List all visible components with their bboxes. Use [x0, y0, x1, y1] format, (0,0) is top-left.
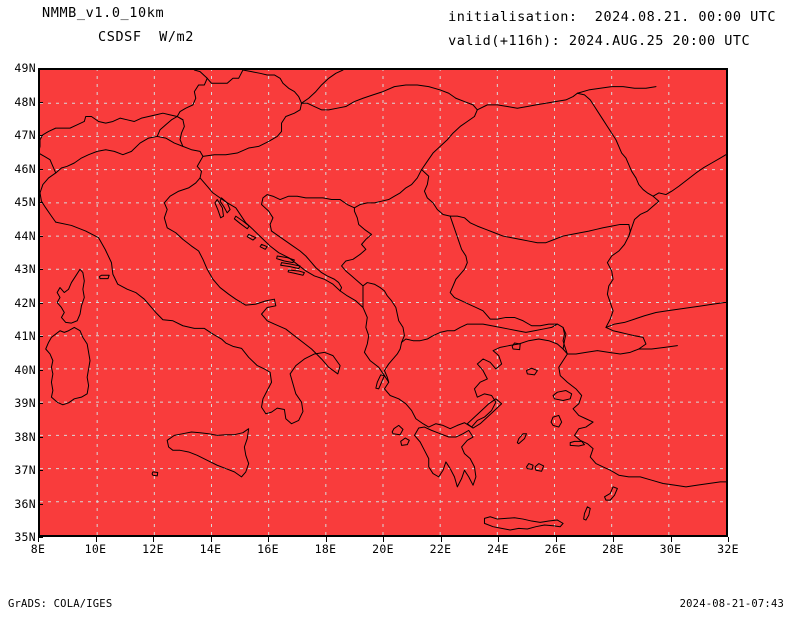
x-axis-tick-mark: [613, 537, 614, 542]
x-axis-tick-mark: [268, 537, 269, 542]
y-axis-tick-label: 38N: [14, 429, 36, 444]
header-left: NMMB_v1.0_10km CSDSF W/m2: [0, 0, 400, 58]
y-axis-tick-label: 41N: [14, 329, 36, 343]
attribution-label: GrADS: COLA/IGES: [8, 598, 113, 610]
y-axis: 35N 36N 37N 38N 39N 40N 41N 42N 43N 44N 45N 46N 47N 4…: [0, 61, 36, 544]
x-axis-tick-mark: [728, 537, 729, 542]
x-axis-tick-label: 8E: [30, 542, 46, 556]
y-axis-tick-label: 48N: [14, 94, 36, 109]
y-axis-tick-label: 43N: [14, 262, 36, 276]
y-axis-tick-mark: [38, 168, 43, 170]
y-axis-tick-label: 35N: [14, 530, 36, 544]
y-axis-tick-mark: [38, 436, 43, 438]
x-axis-tick-label: 30E: [659, 542, 682, 556]
y-axis-tick-mark: [38, 68, 43, 69]
x-axis-tick-mark: [38, 537, 39, 542]
gridlines-latitude: [40, 103, 726, 502]
y-axis-tick-mark: [38, 403, 43, 404]
y-axis-tick-mark: [38, 269, 43, 270]
valid-time: valid(+116h): 2024.AUG.25 20:00 UTC: [448, 33, 751, 49]
map-canvas: [40, 70, 726, 535]
initialisation-time: initialisation: 2024.08.21. 00:00 UTC: [448, 9, 776, 25]
generated-timestamp: 2024-08-21-07:43: [679, 598, 784, 610]
x-axis-tick-label: 14E: [199, 542, 222, 556]
x-axis-tick-label: 22E: [429, 542, 452, 556]
x-axis-tick-label: 18E: [314, 542, 337, 556]
x-axis-tick-mark: [153, 537, 154, 542]
x-axis: 8E 10E 12E 14E 16E 18E 20E 22E 24E 26E 28E 30E 32E: [31, 539, 739, 561]
coastlines: [46, 155, 726, 530]
x-axis-tick-mark: [325, 537, 327, 542]
x-axis-tick-mark: [95, 537, 97, 542]
y-axis-tick-mark: [38, 302, 43, 304]
y-axis-tick-mark: [38, 101, 43, 103]
x-axis-tick-mark: [498, 537, 499, 542]
y-axis-tick-label: 49N: [14, 61, 36, 75]
x-axis-tick-label: 28E: [602, 542, 624, 556]
x-axis-tick-label: 20E: [372, 542, 394, 556]
header-right: initialisation: 2024.08.21. 00:00 UTC va…: [448, 5, 776, 53]
y-axis-tick-label: 47N: [14, 128, 36, 142]
model-title: NMMB_v1.0_10km: [42, 5, 165, 21]
y-axis-tick-label: 37N: [14, 463, 36, 477]
map-plot-area: [38, 68, 728, 537]
y-axis-tick-mark: [38, 135, 43, 136]
y-axis-tick-label: 42N: [14, 295, 36, 310]
x-axis-tick-label: 16E: [257, 542, 279, 556]
y-axis-tick-mark: [38, 235, 43, 237]
y-axis-tick-label: 45N: [14, 195, 36, 209]
y-axis-tick-mark: [38, 202, 43, 203]
x-axis-tick-mark: [555, 537, 557, 542]
y-axis-tick-mark: [38, 470, 43, 471]
y-axis-tick-label: 40N: [14, 362, 36, 377]
y-axis-tick-mark: [38, 503, 43, 505]
x-axis-tick-mark: [670, 537, 672, 542]
x-axis-tick-mark: [440, 537, 442, 542]
country-borders: [40, 70, 677, 382]
y-axis-tick-mark: [38, 336, 43, 337]
x-axis-tick-label: 10E: [84, 542, 107, 556]
x-axis-tick-label: 26E: [544, 542, 567, 556]
x-axis-tick-label: 24E: [487, 542, 509, 556]
x-axis-tick-label: 32E: [717, 542, 739, 556]
x-axis-tick-label: 12E: [142, 542, 164, 556]
variable-title: CSDSF W/m2: [98, 29, 195, 45]
y-axis-tick-label: 46N: [14, 161, 36, 176]
y-axis-tick-mark: [38, 369, 43, 371]
y-axis-tick-label: 44N: [14, 228, 36, 243]
y-axis-tick-label: 36N: [14, 496, 36, 511]
gridlines-longitude: [97, 70, 669, 535]
x-axis-tick-mark: [383, 537, 384, 542]
x-axis-tick-mark: [210, 537, 212, 542]
y-axis-tick-label: 39N: [14, 396, 36, 410]
y-axis-tick-mark: [38, 537, 43, 538]
